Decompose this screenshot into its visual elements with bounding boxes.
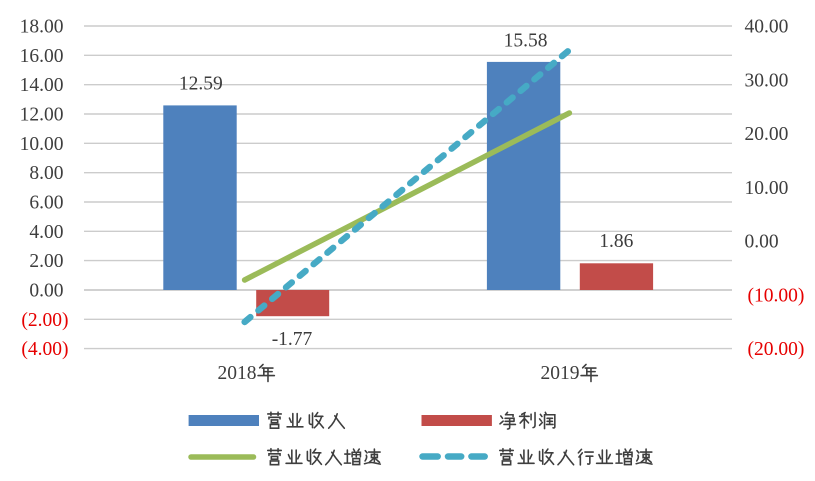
svg-text:14.00: 14.00 [20, 75, 64, 96]
svg-text:6.00: 6.00 [29, 193, 63, 214]
svg-text:12.00: 12.00 [20, 105, 64, 126]
svg-text:20.00: 20.00 [745, 124, 789, 145]
svg-text:(10.00): (10.00) [748, 285, 805, 306]
svg-text:1.86: 1.86 [599, 231, 633, 252]
svg-text:0.00: 0.00 [29, 281, 63, 302]
svg-text:10.00: 10.00 [745, 178, 789, 199]
svg-text:0.00: 0.00 [745, 232, 779, 253]
svg-text:10.00: 10.00 [20, 134, 64, 155]
svg-text:12.59: 12.59 [179, 74, 223, 95]
svg-text:(20.00): (20.00) [748, 339, 805, 360]
svg-text:2018: 2018 [218, 363, 257, 384]
svg-text:2.00: 2.00 [29, 251, 63, 272]
svg-text:30.00: 30.00 [745, 70, 789, 91]
svg-text:40.00: 40.00 [745, 17, 789, 38]
svg-text:-1.77: -1.77 [272, 329, 313, 350]
svg-text:2019: 2019 [541, 363, 580, 384]
svg-text:18.00: 18.00 [20, 17, 64, 38]
svg-text:4.00: 4.00 [29, 222, 63, 243]
svg-text:8.00: 8.00 [29, 163, 63, 184]
svg-text:(4.00): (4.00) [21, 339, 68, 360]
svg-text:16.00: 16.00 [20, 46, 64, 67]
svg-text:(2.00): (2.00) [21, 310, 68, 331]
svg-text:15.58: 15.58 [504, 31, 548, 52]
